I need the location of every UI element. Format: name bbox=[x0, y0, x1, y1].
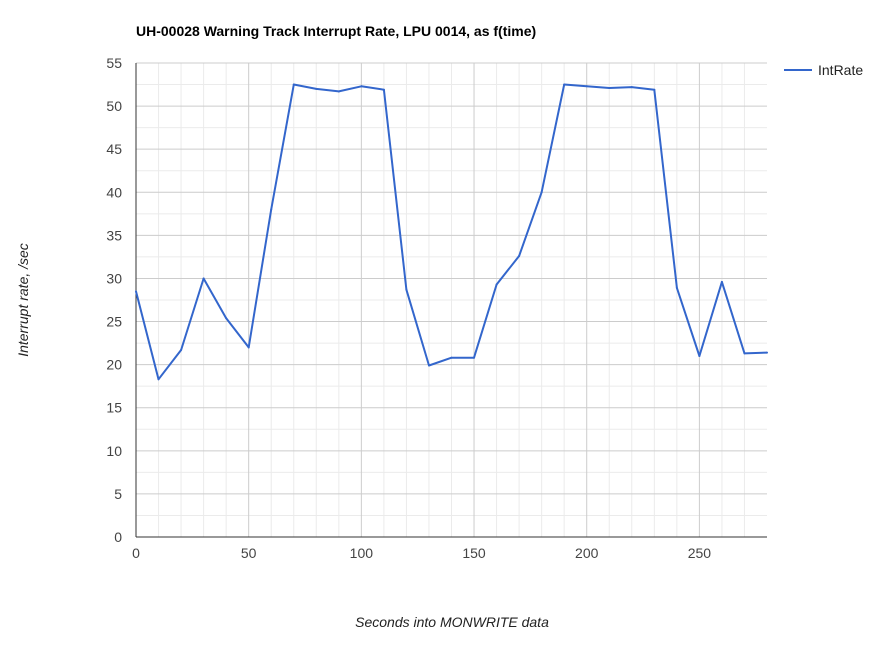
data-point bbox=[698, 355, 701, 358]
y-axis-title: Interrupt rate, /sec bbox=[15, 243, 31, 357]
data-point bbox=[608, 86, 611, 89]
legend-label-intrate: IntRate bbox=[818, 62, 863, 78]
y-tick-label: 20 bbox=[106, 357, 122, 373]
data-point bbox=[337, 90, 340, 93]
data-point bbox=[292, 83, 295, 86]
data-point bbox=[270, 208, 273, 211]
data-point bbox=[450, 356, 453, 359]
data-point bbox=[360, 85, 363, 88]
data-point bbox=[495, 283, 498, 286]
series-layer bbox=[135, 83, 768, 381]
y-tick-label: 15 bbox=[106, 400, 122, 416]
data-point bbox=[157, 378, 160, 381]
y-tick-label: 55 bbox=[106, 55, 122, 71]
data-point bbox=[518, 255, 521, 258]
x-axis-title: Seconds into MONWRITE data bbox=[355, 614, 549, 630]
legend: IntRate bbox=[784, 62, 863, 78]
data-point bbox=[630, 86, 633, 89]
x-tick-label: 150 bbox=[462, 545, 486, 561]
data-point bbox=[405, 288, 408, 291]
y-tick-label: 35 bbox=[106, 227, 122, 243]
data-point bbox=[247, 346, 250, 349]
x-tick-label: 100 bbox=[350, 545, 374, 561]
y-tick-label: 25 bbox=[106, 314, 122, 330]
data-point bbox=[766, 351, 768, 354]
data-point bbox=[135, 290, 137, 293]
data-point bbox=[653, 88, 656, 91]
data-point bbox=[225, 317, 228, 320]
data-point bbox=[180, 348, 183, 351]
data-point bbox=[675, 286, 678, 289]
y-tick-label: 45 bbox=[106, 141, 122, 157]
data-point bbox=[720, 280, 723, 283]
chart-title: UH-00028 Warning Track Interrupt Rate, L… bbox=[136, 23, 536, 39]
data-point bbox=[540, 191, 543, 194]
y-tick-label: 40 bbox=[106, 184, 122, 200]
grid bbox=[136, 62, 767, 537]
data-point bbox=[563, 83, 566, 86]
y-tick-label: 30 bbox=[106, 270, 122, 286]
y-tick-label: 10 bbox=[106, 443, 122, 459]
x-tick-label: 200 bbox=[575, 545, 599, 561]
data-point bbox=[202, 277, 205, 280]
y-tick-label: 50 bbox=[106, 98, 122, 114]
y-tick-label: 5 bbox=[114, 486, 122, 502]
axes: 0 5 10 15 20 25 30 35 40 45 50 55 0 50 100 150 200 250 bbox=[106, 55, 767, 561]
x-tick-label: 50 bbox=[241, 545, 257, 561]
data-point bbox=[382, 88, 385, 91]
data-point bbox=[743, 352, 746, 355]
data-point bbox=[315, 87, 318, 90]
x-tick-label: 0 bbox=[132, 545, 140, 561]
y-tick-label: 0 bbox=[114, 529, 122, 545]
data-point bbox=[585, 85, 588, 88]
x-tick-label: 250 bbox=[688, 545, 712, 561]
data-point bbox=[473, 356, 476, 359]
data-point bbox=[427, 364, 430, 367]
